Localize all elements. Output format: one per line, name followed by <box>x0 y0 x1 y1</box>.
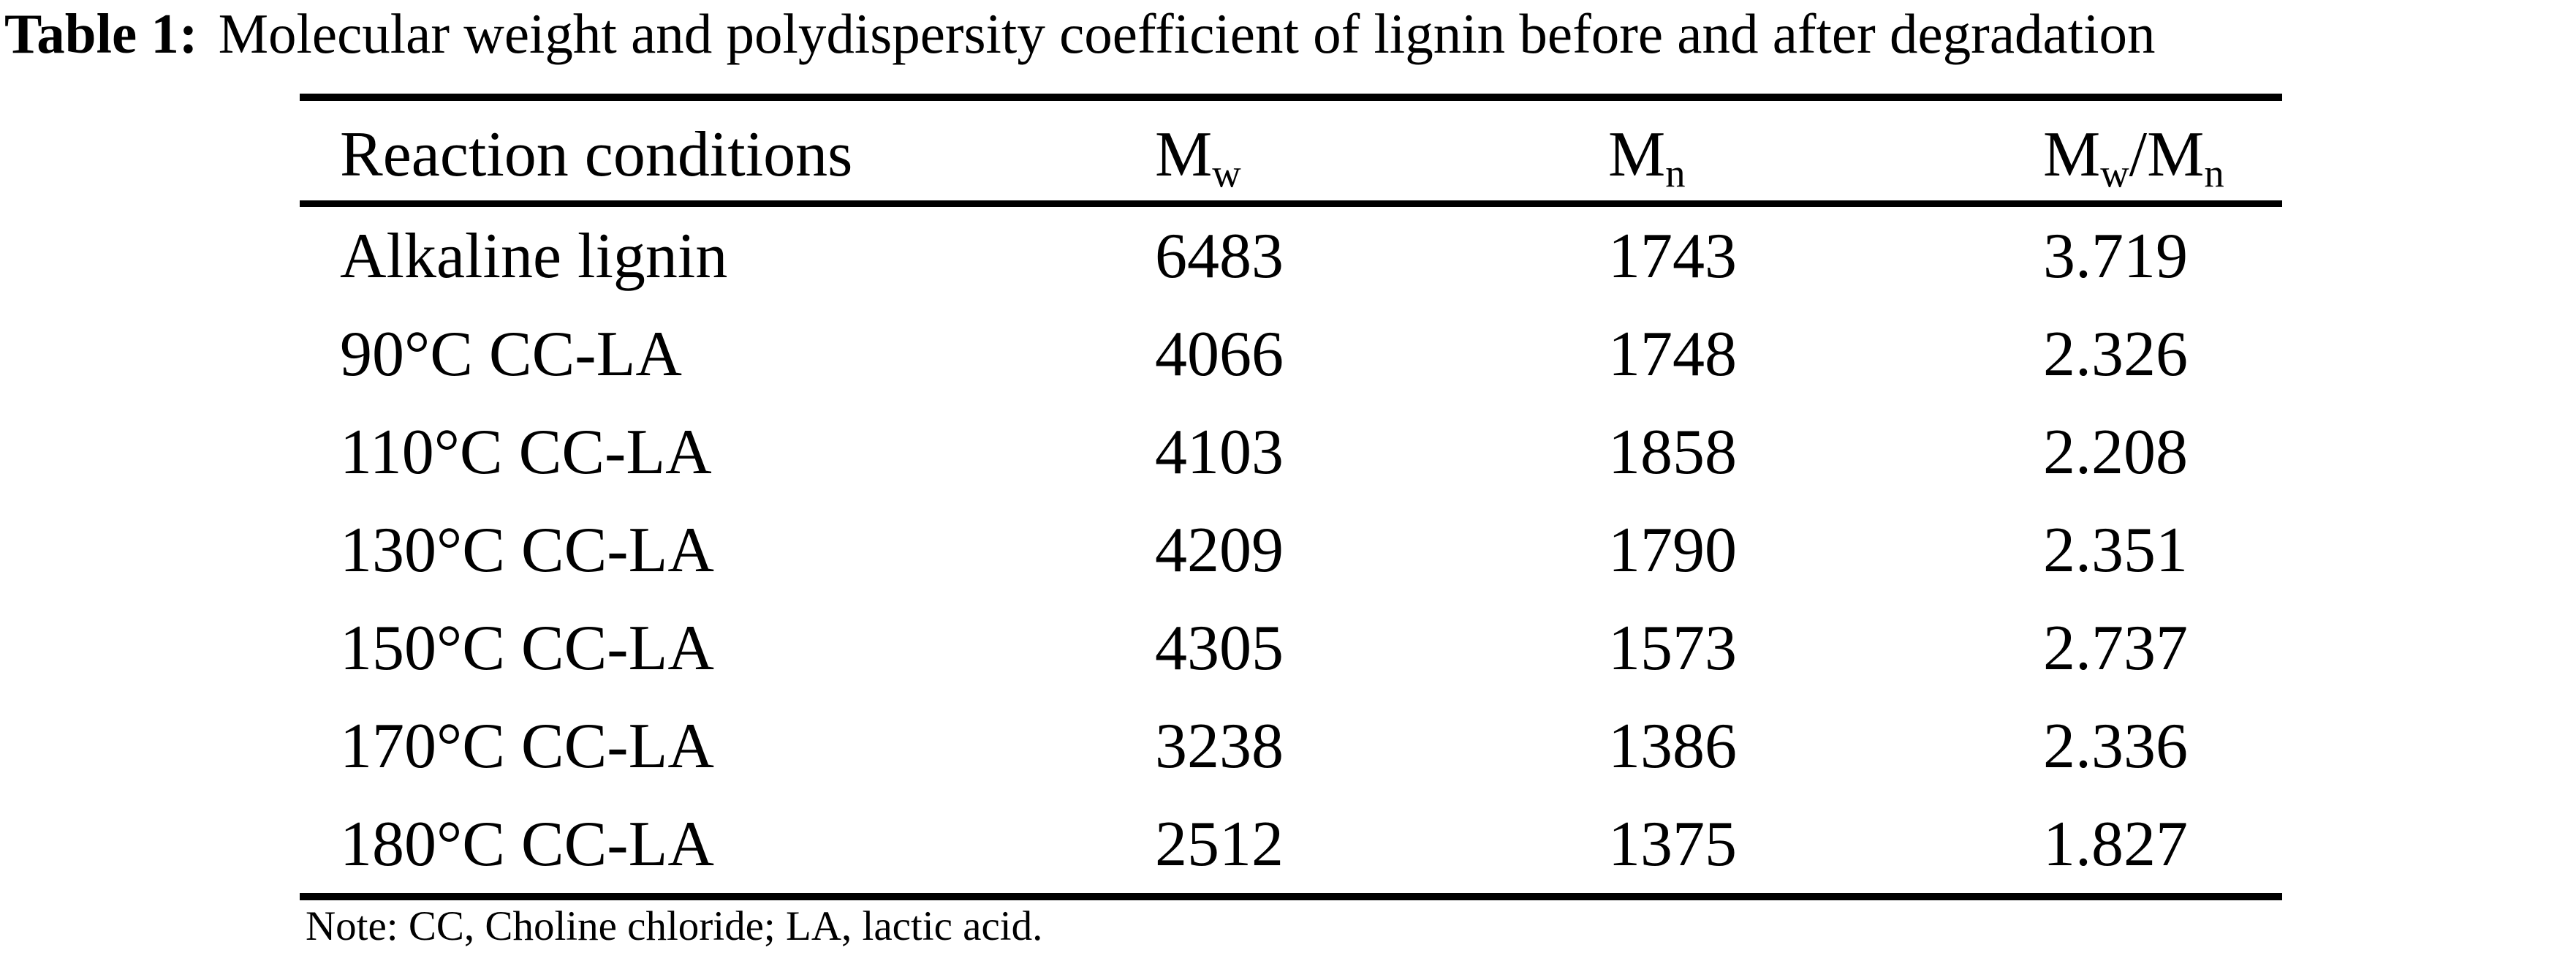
cell-mw-mn: 3.719 <box>2043 220 2188 292</box>
table-caption: Table 1: Molecular weight and polydispers… <box>4 1 2155 67</box>
header-text: Reaction conditions <box>340 119 853 190</box>
header-text: M <box>1608 119 1666 190</box>
cell-mn: 1748 <box>1608 318 1737 390</box>
cell-mw: 4066 <box>1155 318 1284 390</box>
header-subscript: w <box>1212 151 1241 196</box>
header-text: /M <box>2129 119 2205 190</box>
cell-condition: 180°C CC-LA <box>340 808 714 880</box>
header-subscript: n <box>1665 151 1686 196</box>
col-header-mw: Mw <box>1155 97 1608 207</box>
cell-mw: 4305 <box>1155 612 1284 684</box>
cell-mn: 1375 <box>1608 808 1737 880</box>
col-header-mn: Mn <box>1608 97 2043 207</box>
cell-mw-mn: 2.208 <box>2043 416 2188 488</box>
cell-mn: 1790 <box>1608 514 1737 586</box>
header-row: Reaction conditions Mw Mn Mw/Mn <box>300 97 2282 207</box>
table-row: Alkaline lignin 6483 1743 3.719 <box>300 204 2282 306</box>
cell-mw-mn: 2.737 <box>2043 612 2188 684</box>
table-row: 170°C CC-LA 3238 1386 2.336 <box>300 697 2282 795</box>
table-footnote: Note: CC, Choline chloride; LA, lactic a… <box>306 903 1043 949</box>
cell-condition: 90°C CC-LA <box>340 318 682 390</box>
cell-mn: 1386 <box>1608 710 1737 782</box>
cell-mn: 1573 <box>1608 612 1737 684</box>
cell-mw: 3238 <box>1155 710 1284 782</box>
cell-condition: 150°C CC-LA <box>340 612 714 684</box>
table-caption-label: Table 1: <box>4 2 198 65</box>
cell-mw: 6483 <box>1155 220 1284 292</box>
col-header-conditions: Reaction conditions <box>300 97 1155 207</box>
header-text: M <box>2043 119 2101 190</box>
cell-condition: 110°C CC-LA <box>340 416 712 488</box>
table-caption-text: Molecular weight and polydispersity coef… <box>218 2 2156 65</box>
table-body: Alkaline lignin 6483 1743 3.719 90°C CC-LA 40… <box>300 204 2282 897</box>
cell-mw-mn: 2.351 <box>2043 514 2188 586</box>
cell-mn: 1743 <box>1608 220 1737 292</box>
table-row: 130°C CC-LA 4209 1790 2.351 <box>300 501 2282 599</box>
cell-mw: 2512 <box>1155 808 1284 880</box>
table-row: 180°C CC-LA 2512 1375 1.827 <box>300 795 2282 897</box>
cell-condition: 130°C CC-LA <box>340 514 714 586</box>
cell-mw-mn: 2.326 <box>2043 318 2188 390</box>
cell-condition: Alkaline lignin <box>340 220 728 292</box>
table-row: 150°C CC-LA 4305 1573 2.737 <box>300 599 2282 697</box>
col-header-mw-mn: Mw/Mn <box>2043 97 2282 207</box>
cell-mn: 1858 <box>1608 416 1737 488</box>
table-header: Reaction conditions Mw Mn Mw/Mn <box>300 97 2282 207</box>
table-row: 90°C CC-LA 4066 1748 2.326 <box>300 305 2282 403</box>
header-text: M <box>1155 119 1213 190</box>
cell-condition: 170°C CC-LA <box>340 710 714 782</box>
cell-mw-mn: 1.827 <box>2043 808 2188 880</box>
cell-mw: 4103 <box>1155 416 1284 488</box>
molecular-weight-table: Reaction conditions Mw Mn Mw/Mn Alkaline li… <box>300 94 2282 900</box>
table-row: 110°C CC-LA 4103 1858 2.208 <box>300 403 2282 501</box>
cell-mw: 4209 <box>1155 514 1284 586</box>
header-subscript: n <box>2204 151 2224 196</box>
cell-mw-mn: 2.336 <box>2043 710 2188 782</box>
header-subscript: w <box>2100 151 2129 196</box>
